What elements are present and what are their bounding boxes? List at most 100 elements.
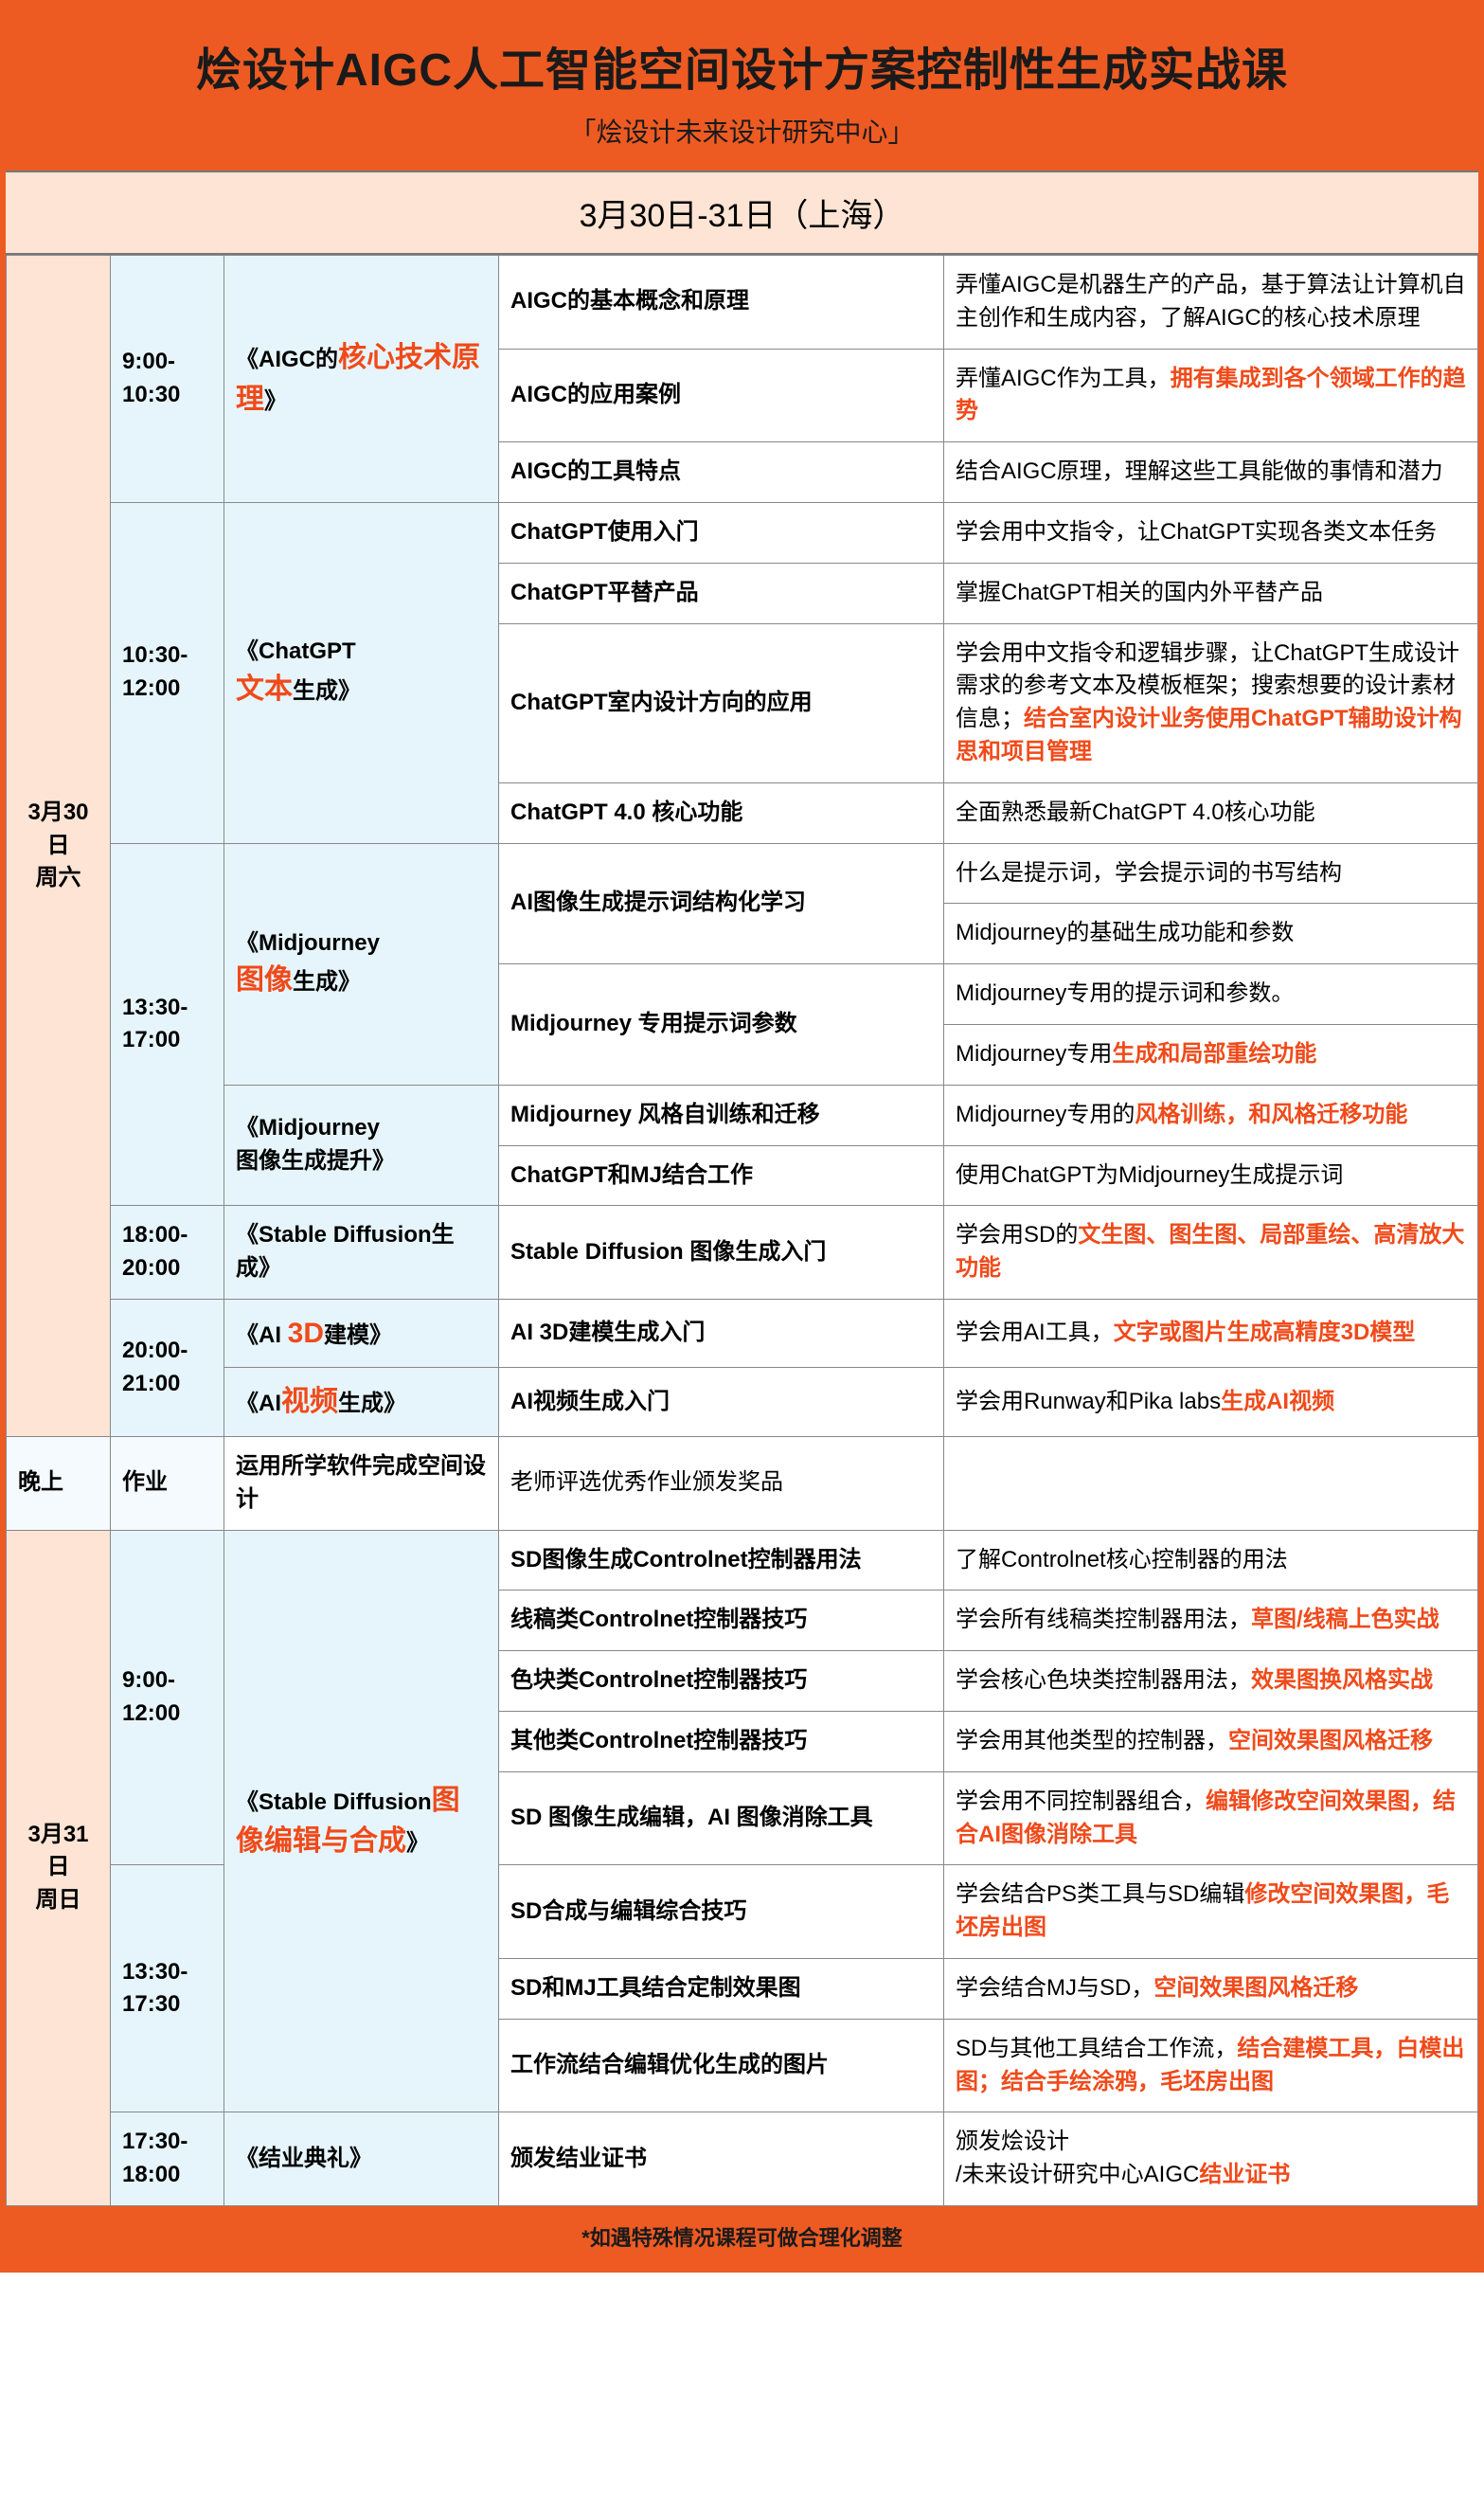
module-cell: 《Midjourney 图像生成》 bbox=[224, 843, 499, 1085]
topic-cell: SD和MJ工具结合定制效果图 bbox=[499, 1958, 944, 2019]
desc-cell: 颁发烩设计 /未来设计研究中心AIGC结业证书 bbox=[944, 2112, 1478, 2206]
desc-cell: 学会所有线稿类控制器用法，草图/线稿上色实战 bbox=[944, 1590, 1478, 1651]
topic-cell: ChatGPT使用入门 bbox=[499, 502, 944, 563]
desc-pre: 学会用其他类型的控制器， bbox=[956, 1728, 1228, 1753]
desc-cell: 什么是提示词，学会提示词的书写结构 bbox=[944, 843, 1478, 904]
desc-pre: 学会所有线稿类控制器用法， bbox=[956, 1607, 1251, 1632]
desc-hl: 空间效果图风格迁移 bbox=[1228, 1728, 1433, 1753]
topic-cell: 线稿类Controlnet控制器技巧 bbox=[499, 1590, 944, 1651]
table-row: 17:30-18:00 《结业典礼》 颁发结业证书 颁发烩设计 /未来设计研究中… bbox=[7, 2112, 1478, 2206]
table-row: 3月30日 周六 9:00-10:30 《AIGC的核心技术原理》 AIGC的基… bbox=[7, 256, 1478, 350]
module-cell: 《AIGC的核心技术原理》 bbox=[224, 256, 499, 503]
topic-cell: SD合成与编辑综合技巧 bbox=[499, 1865, 944, 1959]
desc-pre: 学会用Runway和Pika labs bbox=[956, 1389, 1221, 1414]
desc-cell: Midjourney专用的提示词和参数。 bbox=[944, 964, 1478, 1025]
module-post: 生成》 bbox=[338, 1391, 406, 1416]
topic-cell: SD 图像生成编辑，AI 图像消除工具 bbox=[499, 1771, 944, 1865]
desc-cell: 学会用AI工具，文字或图片生成高精度3D模型 bbox=[944, 1299, 1478, 1368]
desc-cell: 了解Controlnet核心控制器的用法 bbox=[944, 1530, 1478, 1590]
module-pre: 《Midjourney bbox=[236, 930, 380, 956]
desc-cell: 结合AIGC原理，理解这些工具能做的事情和潜力 bbox=[944, 442, 1478, 503]
desc-cell: 学会用其他类型的控制器，空间效果图风格迁移 bbox=[944, 1711, 1478, 1771]
day-date: 3月30日 bbox=[27, 800, 88, 858]
desc-cell: 全面熟悉最新ChatGPT 4.0核心功能 bbox=[944, 782, 1478, 843]
topic-cell: AI图像生成提示词结构化学习 bbox=[499, 843, 944, 964]
desc-cell: 学会核心色块类控制器用法，效果图换风格实战 bbox=[944, 1651, 1478, 1712]
desc-pre: Midjourney专用的 bbox=[956, 1102, 1135, 1127]
topic-cell: SD图像生成Controlnet控制器用法 bbox=[499, 1530, 944, 1590]
topic-cell: 工作流结合编辑优化生成的图片 bbox=[499, 2019, 944, 2112]
desc-cell: Midjourney的基础生成功能和参数 bbox=[944, 904, 1478, 964]
desc-hl: 结业证书 bbox=[1199, 2162, 1290, 2187]
module-post: 建模》 bbox=[324, 1322, 392, 1348]
topic-cell: 运用所学软件完成空间设计 bbox=[224, 1436, 499, 1530]
desc-pre: 学会用不同控制器组合， bbox=[956, 1788, 1206, 1814]
topic-cell: ChatGPT和MJ结合工作 bbox=[499, 1145, 944, 1206]
module-cell: 《AI 3D建模》 bbox=[224, 1299, 499, 1368]
desc-pre: 颁发烩设计 /未来设计研究中心AIGC bbox=[956, 2129, 1199, 2187]
topic-cell: Stable Diffusion 图像生成入门 bbox=[499, 1206, 944, 1300]
desc-cell: 学会用不同控制器组合，编辑修改空间效果图，结合AI图像消除工具 bbox=[944, 1771, 1478, 1865]
course-poster: 烩设计AIGC人工智能空间设计方案控制性生成实战课 「烩设计未来设计研究中心」 … bbox=[0, 0, 1484, 2273]
header: 烩设计AIGC人工智能空间设计方案控制性生成实战课 「烩设计未来设计研究中心」 bbox=[6, 6, 1478, 171]
module-post: 》 bbox=[264, 388, 287, 414]
table-row: 18:00-20:00 《Stable Diffusion生成》 Stable … bbox=[7, 1206, 1478, 1300]
schedule-table: 3月30日 周六 9:00-10:30 《AIGC的核心技术原理》 AIGC的基… bbox=[6, 255, 1478, 2206]
desc-cell: 学会结合MJ与SD，空间效果图风格迁移 bbox=[944, 1958, 1478, 2019]
time-cell: 13:30-17:00 bbox=[111, 843, 224, 1206]
module-cell: 《AI视频生成》 bbox=[224, 1368, 499, 1437]
day-date: 3月31日 bbox=[27, 1822, 88, 1880]
desc-pre: 学会用AI工具， bbox=[956, 1320, 1114, 1345]
time-cell: 18:00-20:00 bbox=[111, 1206, 224, 1300]
desc-cell: Midjourney专用生成和局部重绘功能 bbox=[944, 1024, 1478, 1085]
time-cell: 20:00-21:00 bbox=[111, 1299, 224, 1436]
topic-cell: AI 3D建模生成入门 bbox=[499, 1299, 944, 1368]
desc-pre: Midjourney专用 bbox=[956, 1041, 1112, 1067]
desc-cell: 学会用中文指令，让ChatGPT实现各类文本任务 bbox=[944, 502, 1478, 563]
desc-pre: 弄懂AIGC作为工具， bbox=[956, 366, 1171, 391]
module-hl: 视频 bbox=[281, 1386, 338, 1417]
day-cell: 3月31日 周日 bbox=[7, 1530, 111, 2205]
desc-pre: 学会结合PS类工具与SD编辑 bbox=[956, 1881, 1244, 1907]
desc-cell: 老师评选优秀作业颁发奖品 bbox=[499, 1436, 944, 1530]
topic-cell: 颁发结业证书 bbox=[499, 2112, 944, 2206]
module-pre: 《AI bbox=[236, 1391, 281, 1416]
topic-cell: ChatGPT室内设计方向的应用 bbox=[499, 623, 944, 782]
time-cell: 晚上 bbox=[7, 1436, 111, 1530]
course-subtitle: 「烩设计未来设计研究中心」 bbox=[15, 112, 1469, 150]
day-cell: 3月30日 周六 bbox=[7, 256, 111, 1437]
desc-pre: 学会结合MJ与SD， bbox=[956, 1975, 1153, 2001]
time-cell: 17:30-18:00 bbox=[111, 2112, 224, 2206]
table-row: 《Midjourney 图像生成提升》 Midjourney 风格自训练和迁移 … bbox=[7, 1085, 1478, 1145]
desc-cell: Midjourney专用的风格训练，和风格迁移功能 bbox=[944, 1085, 1478, 1145]
table-row: 3月31日 周日 9:00-12:00 《Stable Diffusion图像编… bbox=[7, 1530, 1478, 1590]
desc-hl: 草图/线稿上色实战 bbox=[1251, 1607, 1439, 1632]
module-cell: 《Stable Diffusion图像编辑与合成》 bbox=[224, 1530, 499, 2112]
desc-hl: 效果图换风格实战 bbox=[1251, 1667, 1433, 1693]
day-weekday: 周六 bbox=[36, 865, 81, 890]
desc-hl: 生成和局部重绘功能 bbox=[1112, 1041, 1316, 1067]
footer-note: *如遇特殊情况课程可做合理化调整 bbox=[6, 2206, 1478, 2267]
desc-pre: 学会核心色块类控制器用法， bbox=[956, 1667, 1251, 1693]
module-cell: 《Midjourney 图像生成提升》 bbox=[224, 1085, 499, 1206]
module-cell: 《Stable Diffusion生成》 bbox=[224, 1206, 499, 1300]
module-post: 生成》 bbox=[293, 969, 361, 995]
date-location-bar: 3月30日-31日（上海） bbox=[6, 171, 1478, 255]
day-weekday: 周日 bbox=[36, 1887, 81, 1913]
module-post: 生成》 bbox=[293, 678, 361, 704]
module-cell: 《结业典礼》 bbox=[224, 2112, 499, 2206]
topic-cell: AIGC的应用案例 bbox=[499, 349, 944, 442]
desc-cell: 弄懂AIGC作为工具，拥有集成到各个领域工作的趋势 bbox=[944, 349, 1478, 442]
topic-cell: 色块类Controlnet控制器技巧 bbox=[499, 1651, 944, 1712]
module-hl: 文本 bbox=[236, 674, 293, 705]
table-row: 13:30-17:00 《Midjourney 图像生成》 AI图像生成提示词结… bbox=[7, 843, 1478, 904]
desc-cell: 弄懂AIGC是机器生产的产品，基于算法让计算机自主创作和生成内容，了解AIGC的… bbox=[944, 256, 1478, 350]
module-pre: 《Stable Diffusion bbox=[236, 1789, 432, 1815]
desc-hl: 文字或图片生成高精度3D模型 bbox=[1114, 1320, 1416, 1345]
desc-cell: 学会用中文指令和逻辑步骤，让ChatGPT生成设计需求的参考文本及模板框架；搜索… bbox=[944, 623, 1478, 782]
desc-cell: 学会用Runway和Pika labs生成AI视频 bbox=[944, 1368, 1478, 1437]
topic-cell: AI视频生成入门 bbox=[499, 1368, 944, 1437]
module-pre: 《AI bbox=[236, 1322, 288, 1348]
module-pre: 《AIGC的 bbox=[236, 347, 338, 372]
topic-cell: ChatGPT平替产品 bbox=[499, 563, 944, 623]
